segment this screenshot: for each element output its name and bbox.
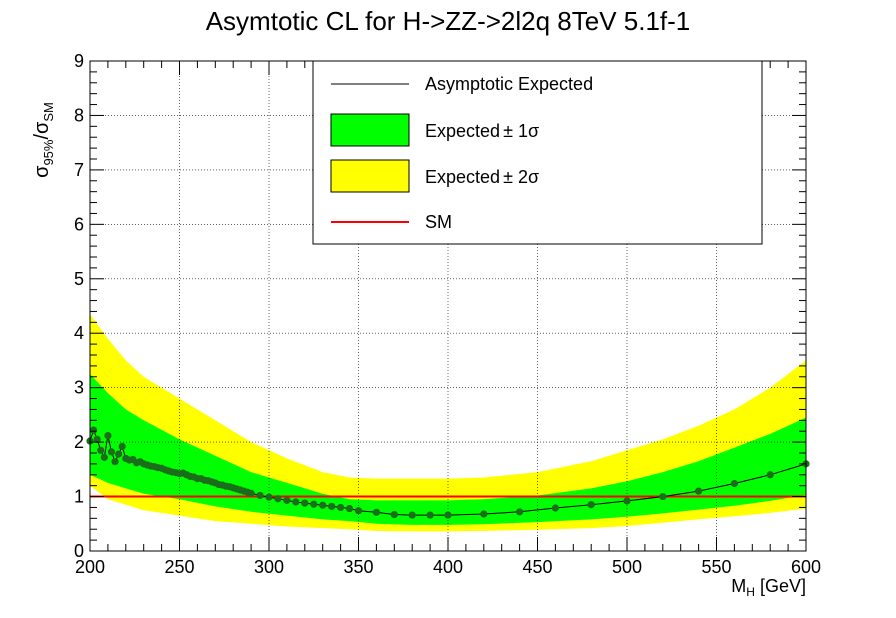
- x-tick-label: 550: [701, 557, 731, 577]
- legend-expected-label: Asymptotic Expected: [425, 74, 593, 94]
- expected-point: [97, 446, 105, 454]
- legend-one-sigma-label: Expected ± 1σ: [425, 121, 539, 141]
- x-tick-label: 350: [343, 557, 373, 577]
- expected-point: [93, 435, 101, 443]
- expected-point: [766, 471, 774, 479]
- x-label-unit: [GeV]: [755, 576, 806, 596]
- x-tick-label: 250: [164, 557, 194, 577]
- expected-point: [107, 448, 116, 456]
- y-label-sep: /: [31, 134, 53, 140]
- expected-point: [516, 508, 524, 516]
- expected-point: [372, 508, 380, 516]
- expected-point: [292, 498, 300, 506]
- expected-point: [354, 507, 363, 515]
- legend-one-sigma-swatch: [330, 113, 410, 147]
- expected-point: [283, 496, 291, 504]
- expected-point: [100, 453, 108, 461]
- x-tick-label: 500: [612, 557, 642, 577]
- y-tick-label: 4: [74, 323, 84, 343]
- x-tick-label: 300: [254, 557, 284, 577]
- y-tick-label: 6: [74, 214, 84, 234]
- x-tick-label: 200: [75, 557, 105, 577]
- y-tick-label: 8: [74, 105, 84, 125]
- y-tick-label: 2: [74, 432, 84, 452]
- expected-point: [695, 487, 703, 495]
- y-tick-label: 9: [74, 51, 84, 71]
- expected-series: [86, 426, 810, 519]
- expected-point: [623, 497, 631, 505]
- expected-point: [111, 458, 119, 466]
- expected-point: [337, 503, 345, 512]
- expected-point: [319, 501, 327, 509]
- expected-point: [345, 504, 354, 513]
- legend-two-sigma-swatch: [330, 159, 410, 193]
- legend-sm-label: SM: [425, 212, 452, 232]
- expected-point: [115, 450, 123, 458]
- y-label-sub2: SM: [41, 102, 56, 122]
- y-label-sigma: σ: [31, 165, 53, 178]
- expected-point: [480, 510, 488, 518]
- legend-two-sigma-label: Expected ± 2σ: [425, 167, 539, 187]
- expected-point: [444, 511, 452, 519]
- y-tick-label: 7: [74, 160, 84, 180]
- expected-point: [89, 426, 98, 434]
- legend-box: [312, 60, 763, 245]
- expected-point: [274, 495, 282, 503]
- expected-point: [551, 504, 560, 512]
- x-tick-label: 400: [433, 557, 463, 577]
- y-axis-label: σ95%/σSM: [31, 102, 56, 178]
- legend-one-sigma-pm: ± 1σ: [503, 121, 539, 141]
- expected-point: [390, 510, 398, 519]
- x-tick-label: 600: [791, 557, 821, 577]
- legend-two-sigma-pm: ± 2σ: [503, 167, 539, 187]
- expected-point: [659, 492, 667, 501]
- x-tick-label: 450: [522, 557, 552, 577]
- legend-two-sigma-text: Expected: [425, 167, 500, 187]
- two-sigma-band: [90, 314, 806, 532]
- legend-one-sigma-text: Expected: [425, 121, 500, 141]
- expected-point: [408, 511, 416, 519]
- chart-title: Asymtotic CL for H->ZZ->2l2q 8TeV 5.1f-1: [206, 6, 691, 36]
- expected-point: [118, 442, 126, 451]
- expected-point: [247, 489, 255, 497]
- x-axis-label: MH [GeV]: [731, 576, 806, 599]
- y-label-sigma2: σ: [31, 121, 53, 134]
- expected-point: [587, 501, 595, 509]
- expected-point: [310, 500, 318, 508]
- y-tick-label: 5: [74, 269, 84, 289]
- expected-point: [426, 511, 434, 519]
- expected-point: [256, 491, 264, 500]
- expected-point: [104, 431, 112, 440]
- y-tick-label: 3: [74, 378, 84, 398]
- expected-point: [730, 479, 739, 488]
- expected-point: [265, 493, 273, 501]
- x-label-main: M: [731, 576, 746, 596]
- y-tick-label: 1: [74, 487, 84, 507]
- expected-point: [328, 502, 336, 510]
- x-label-sub: H: [746, 585, 755, 599]
- legend: Asymptotic Expected Expected ± 1σ Expecte…: [312, 60, 763, 245]
- expected-point: [301, 499, 309, 507]
- y-tick-label: 0: [74, 541, 84, 561]
- y-label-sub1: 95%: [41, 139, 56, 165]
